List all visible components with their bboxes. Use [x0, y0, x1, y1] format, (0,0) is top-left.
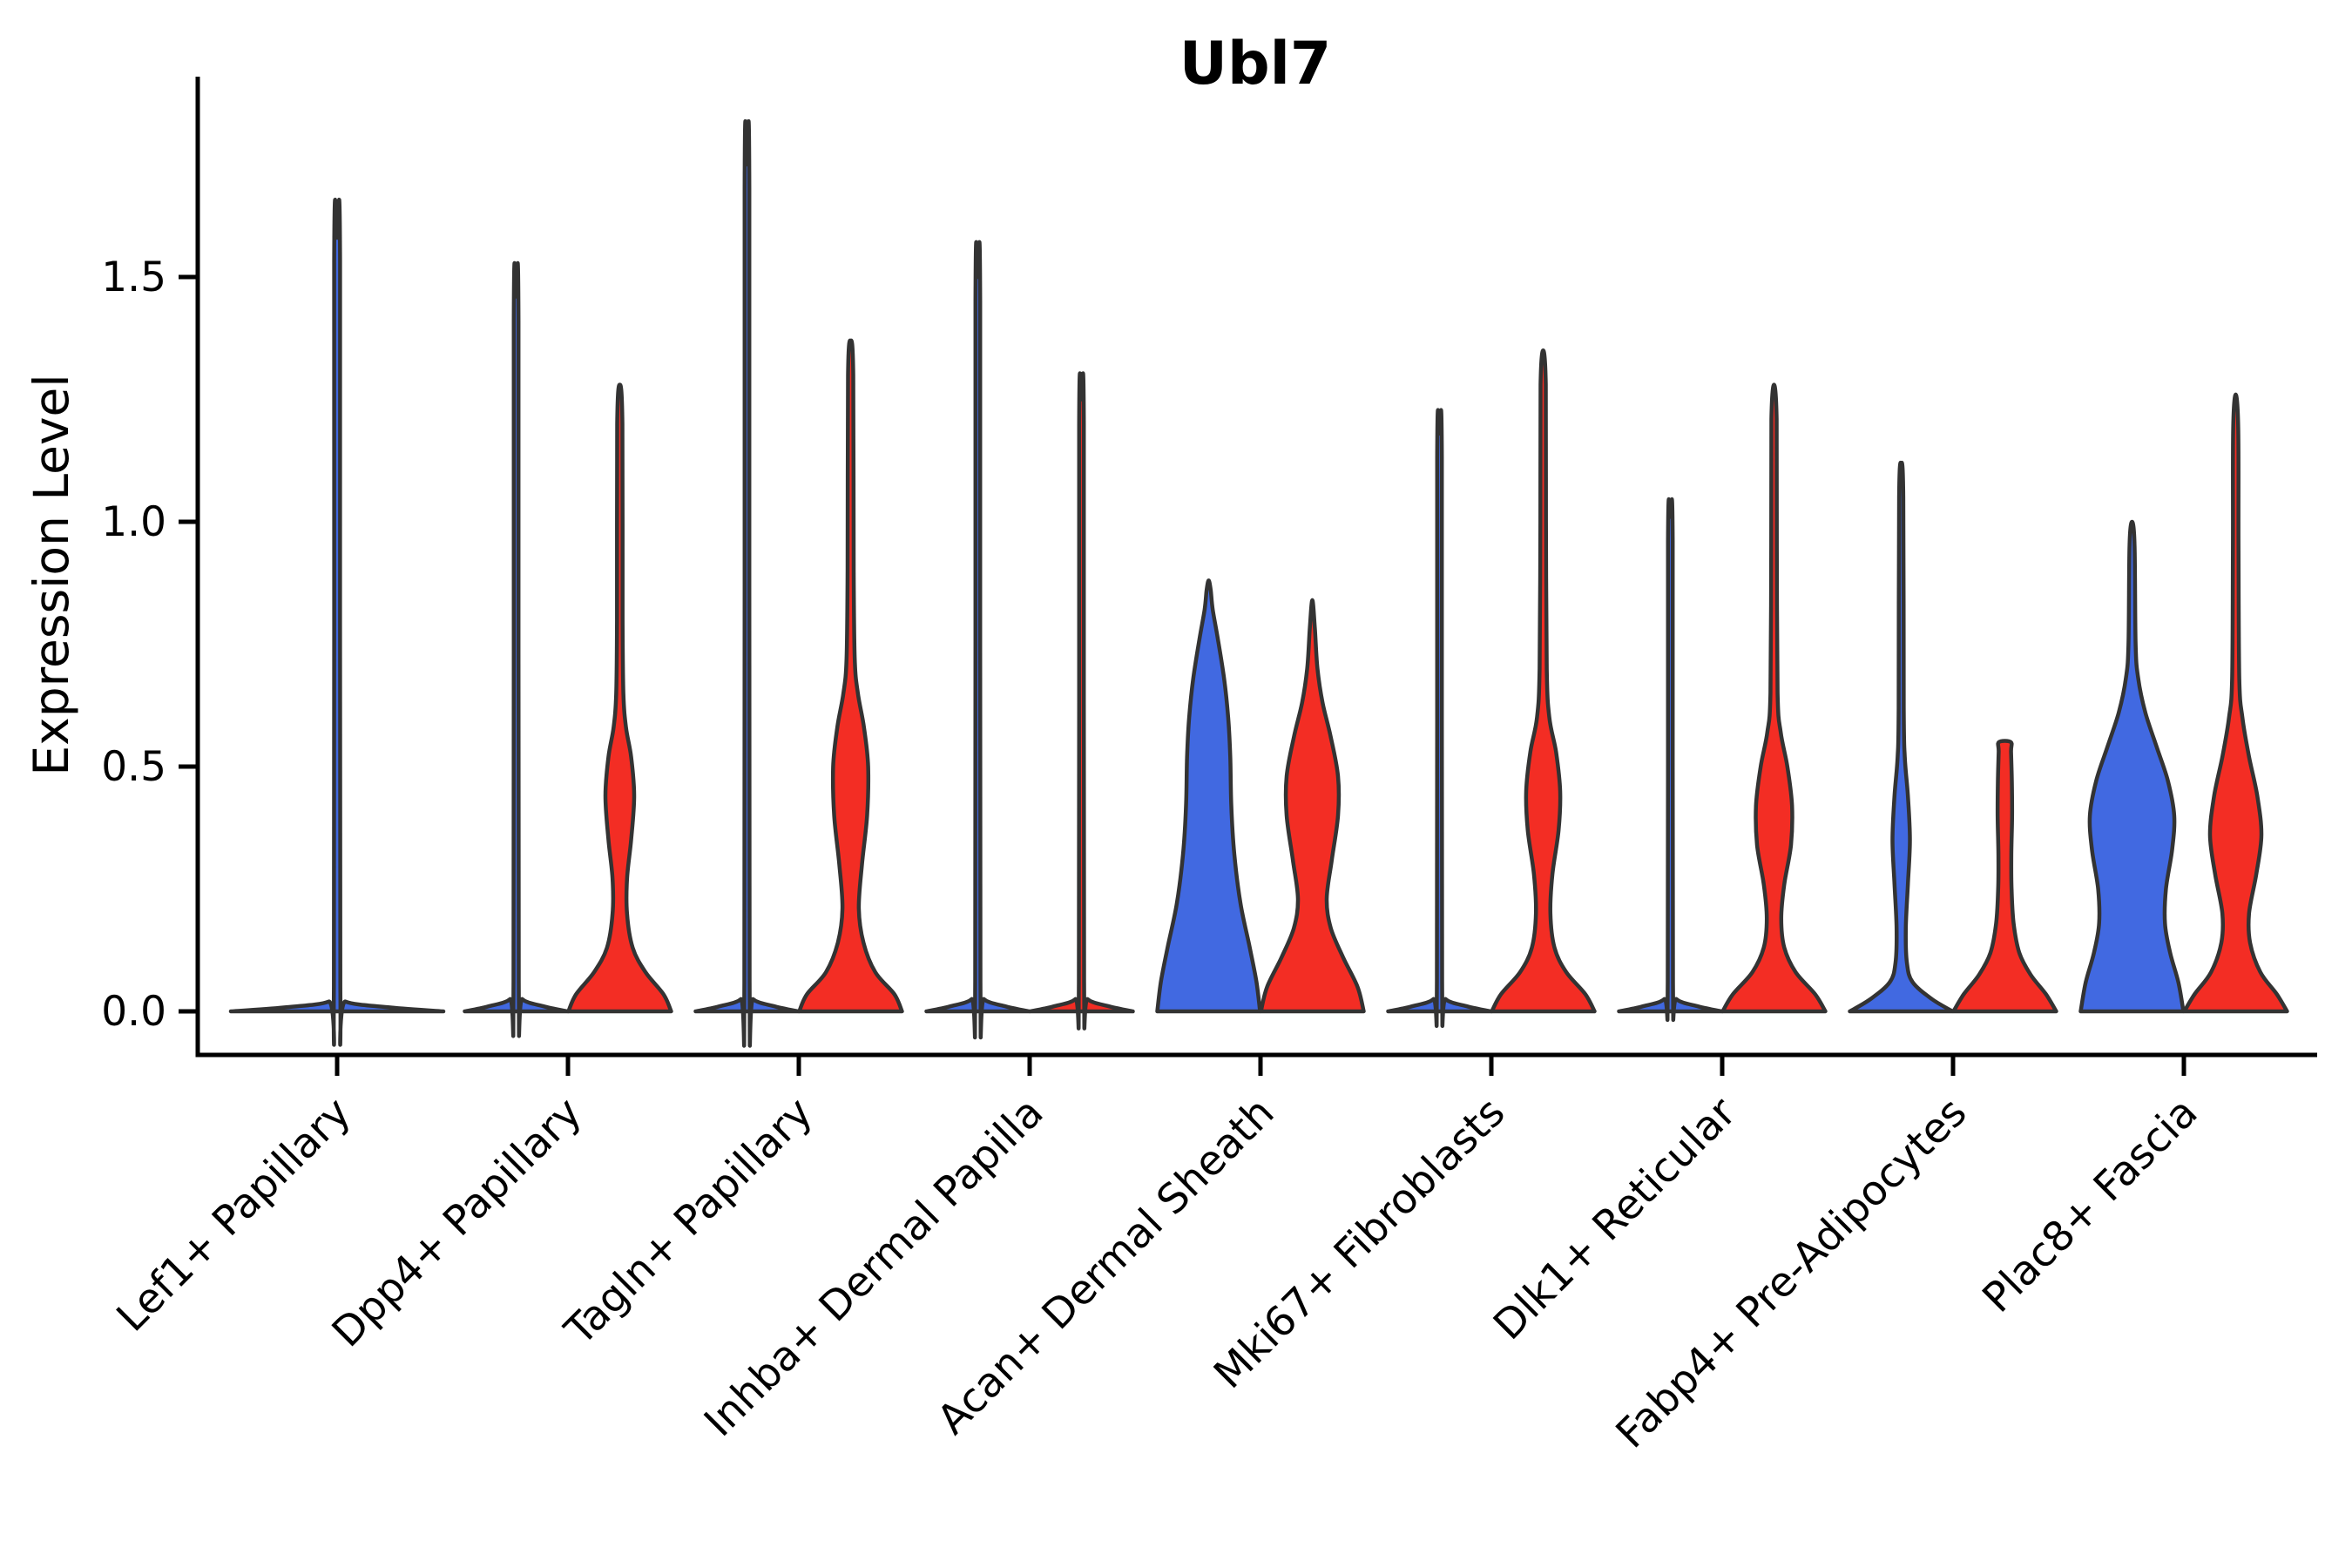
violin-8-right-red	[2182, 392, 2289, 1014]
y-axis-label: Expression Level	[24, 374, 79, 775]
y-tick-label: 1.5	[101, 253, 166, 301]
violin-1-left-blue	[463, 260, 570, 1038]
x-tick-label-1: Dpp4+ Papillary	[323, 1089, 591, 1357]
violin-0-full-blue	[228, 198, 446, 1047]
violin-2-right-red	[797, 338, 904, 1014]
violin-4-right-red	[1259, 598, 1366, 1014]
violin-2-left-blue	[693, 119, 801, 1048]
chart-title: Ubl7	[1179, 30, 1332, 98]
violin-7-left-blue	[1848, 460, 1955, 1014]
violin-3-right-red	[1028, 371, 1135, 1031]
x-tick-label-6: Dlk1+ Reticular	[1484, 1088, 1746, 1349]
violin-7-right-red	[1951, 739, 2058, 1014]
violin-6-left-blue	[1617, 497, 1724, 1023]
x-tick-label-0: Lef1+ Papillary	[108, 1089, 361, 1342]
violin-3-left-blue	[924, 240, 1031, 1040]
violin-5-left-blue	[1386, 408, 1493, 1028]
violin-4-left-blue	[1155, 578, 1262, 1014]
axes-group	[195, 77, 2317, 1058]
x-tick-label-8: Plac8+ Fascia	[1974, 1089, 2207, 1322]
x-tick-label-2: Tagln+ Papillary	[556, 1089, 822, 1355]
y-tick-label: 1.0	[101, 498, 166, 546]
violins-group	[228, 119, 2289, 1048]
violin-6-right-red	[1720, 382, 1828, 1014]
violin-1-right-red	[566, 382, 673, 1014]
y-tick-label: 0.5	[101, 743, 166, 791]
y-tick-label: 0.0	[101, 988, 166, 1036]
violin-5-right-red	[1490, 348, 1597, 1014]
violin-8-left-blue	[2078, 519, 2186, 1014]
